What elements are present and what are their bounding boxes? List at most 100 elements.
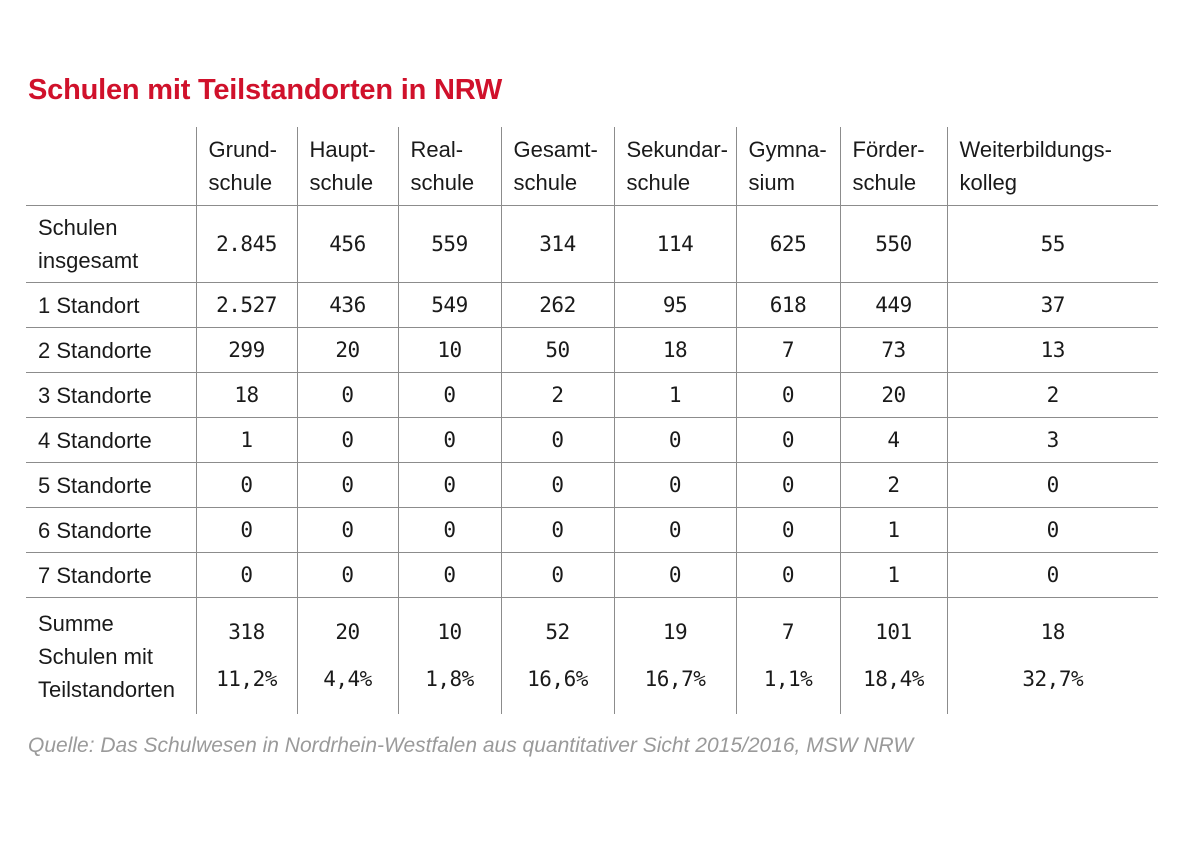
table-cell: 55 xyxy=(946,205,1158,283)
column-header-line: Haupt- xyxy=(309,137,376,162)
table-cell: 299 xyxy=(195,327,297,373)
table-cell: 0 xyxy=(613,552,736,598)
chart-title: Schulen mit Teilstandorten in NRW xyxy=(28,74,503,106)
row-label-line: insgesamt xyxy=(38,248,139,273)
table-cell: 262 xyxy=(500,282,614,328)
row-label-line: 4 Standorte xyxy=(38,427,152,453)
sum-row-label-line: Summe xyxy=(38,610,114,636)
column-header-line: Gesamt- xyxy=(513,137,598,162)
table-cell: 0 xyxy=(397,372,501,418)
table-cell: 73 xyxy=(839,327,947,373)
row-label: 6 Standorte xyxy=(26,507,196,553)
table-cell: 0 xyxy=(397,462,501,508)
table-row: 7 Standorte 0 0 0 0 0 0 1 0 xyxy=(26,552,1158,598)
column-header-sekundar-schule: Sekundar-schule xyxy=(613,127,736,206)
table-cell: 2.527 xyxy=(195,282,297,328)
header-row: Grund-schule Haupt-schule Real-schule Gesam… xyxy=(26,127,1158,206)
column-header-gesamt-schule: Gesamt-schule xyxy=(500,127,614,206)
sum-cell: 101 18,4% xyxy=(839,597,947,714)
table-cell: 0 xyxy=(195,507,297,553)
table-cell: 0 xyxy=(946,552,1158,598)
table-cell: 18 xyxy=(195,372,297,418)
sum-value: 101 xyxy=(875,620,912,644)
table-cell: 0 xyxy=(195,462,297,508)
sum-percentage: 1,1% xyxy=(763,667,813,691)
column-header-line: Real- xyxy=(410,137,464,162)
table-cell: 618 xyxy=(735,282,840,328)
column-header-line: schule xyxy=(626,170,691,195)
sum-row-label: Summe Schulen mit Teilstandorten xyxy=(26,598,196,715)
table-row: 6 Standorte 0 0 0 0 0 0 1 0 xyxy=(26,507,1158,553)
corner-cell xyxy=(26,127,196,206)
sum-value: 52 xyxy=(545,620,570,644)
table-cell: 50 xyxy=(500,327,614,373)
sum-cell: 52 16,6% xyxy=(500,597,614,714)
column-header-line: schule xyxy=(513,170,578,195)
sum-value: 318 xyxy=(228,620,265,644)
table-cell: 37 xyxy=(946,282,1158,328)
table-cell: 0 xyxy=(195,552,297,598)
column-header-real-schule: Real-schule xyxy=(397,127,501,206)
table-row: 2 Standorte 299 20 10 50 18 7 73 13 xyxy=(26,327,1158,373)
sum-percentage: 16,7% xyxy=(644,667,706,691)
table-cell: 0 xyxy=(946,462,1158,508)
table-cell: 0 xyxy=(946,507,1158,553)
column-header-line: Sekundar- xyxy=(626,137,729,162)
table-cell: 2.845 xyxy=(195,205,297,283)
row-label: 4 Standorte xyxy=(26,417,196,463)
column-header-line: Gymna- xyxy=(748,137,827,162)
row-label-line: 5 Standorte xyxy=(38,472,152,498)
table-cell: 1 xyxy=(195,417,297,463)
sum-cell: 19 16,7% xyxy=(613,597,736,714)
table-cell: 1 xyxy=(839,552,947,598)
sum-cell: 7 1,1% xyxy=(735,597,840,714)
table-row: Schulen insgesamt 2.845 456 559 314 114 625 550 5… xyxy=(26,205,1158,283)
table-cell: 549 xyxy=(397,282,501,328)
column-header-line: schule xyxy=(309,170,374,195)
table-cell: 0 xyxy=(296,462,398,508)
sum-row-label-line: Teilstandorten xyxy=(38,676,175,702)
table-cell: 0 xyxy=(500,552,614,598)
row-label-line: 3 Standorte xyxy=(38,382,152,408)
table-row: 5 Standorte 0 0 0 0 0 0 2 0 xyxy=(26,462,1158,508)
table-cell: 0 xyxy=(613,417,736,463)
table-cell: 2 xyxy=(500,372,614,418)
row-label-line: Schulen xyxy=(38,215,118,240)
table-cell: 0 xyxy=(397,417,501,463)
table-cell: 0 xyxy=(296,417,398,463)
sum-percentage: 16,6% xyxy=(527,667,588,691)
row-label: Schulen insgesamt xyxy=(26,205,196,283)
row-label-line: 7 Standorte xyxy=(38,562,152,588)
row-label: 7 Standorte xyxy=(26,552,196,598)
data-table: Grund-schule Haupt-schule Real-schule Gesam… xyxy=(26,127,1158,714)
table-cell: 20 xyxy=(296,327,398,373)
table-cell: 18 xyxy=(613,327,736,373)
table-row: 3 Standorte 18 0 0 2 1 0 20 2 xyxy=(26,372,1158,418)
sum-row: Summe Schulen mit Teilstandorten 318 11,2% 20… xyxy=(26,597,1158,715)
column-header-förder-schule: Förder-schule xyxy=(839,127,947,206)
table-cell: 7 xyxy=(735,327,840,373)
column-header-haupt-schule: Haupt-schule xyxy=(296,127,398,206)
table-cell: 20 xyxy=(839,372,947,418)
table-cell: 13 xyxy=(946,327,1158,373)
column-header-line: Weiterbildungs- xyxy=(959,137,1112,162)
row-label: 2 Standorte xyxy=(26,327,196,373)
table-cell: 0 xyxy=(296,507,398,553)
table-cell: 114 xyxy=(613,205,736,283)
table-cell: 3 xyxy=(946,417,1158,463)
sum-value: 20 xyxy=(335,620,360,644)
row-label-line: 6 Standorte xyxy=(38,517,152,543)
sum-percentage: 18,4% xyxy=(863,667,924,691)
row-label-line: 2 Standorte xyxy=(38,337,152,363)
column-header-gymna-sium: Gymna-sium xyxy=(735,127,840,206)
row-label: 3 Standorte xyxy=(26,372,196,418)
row-label-line: 1 Standort xyxy=(38,292,140,318)
table-cell: 0 xyxy=(735,462,840,508)
row-label: 1 Standort xyxy=(26,282,196,328)
table-cell: 2 xyxy=(839,462,947,508)
sum-cell: 18 32,7% xyxy=(946,597,1158,714)
table-cell: 4 xyxy=(839,417,947,463)
sum-cell: 20 4,4% xyxy=(296,597,398,714)
table-cell: 0 xyxy=(735,417,840,463)
table-cell: 0 xyxy=(500,507,614,553)
